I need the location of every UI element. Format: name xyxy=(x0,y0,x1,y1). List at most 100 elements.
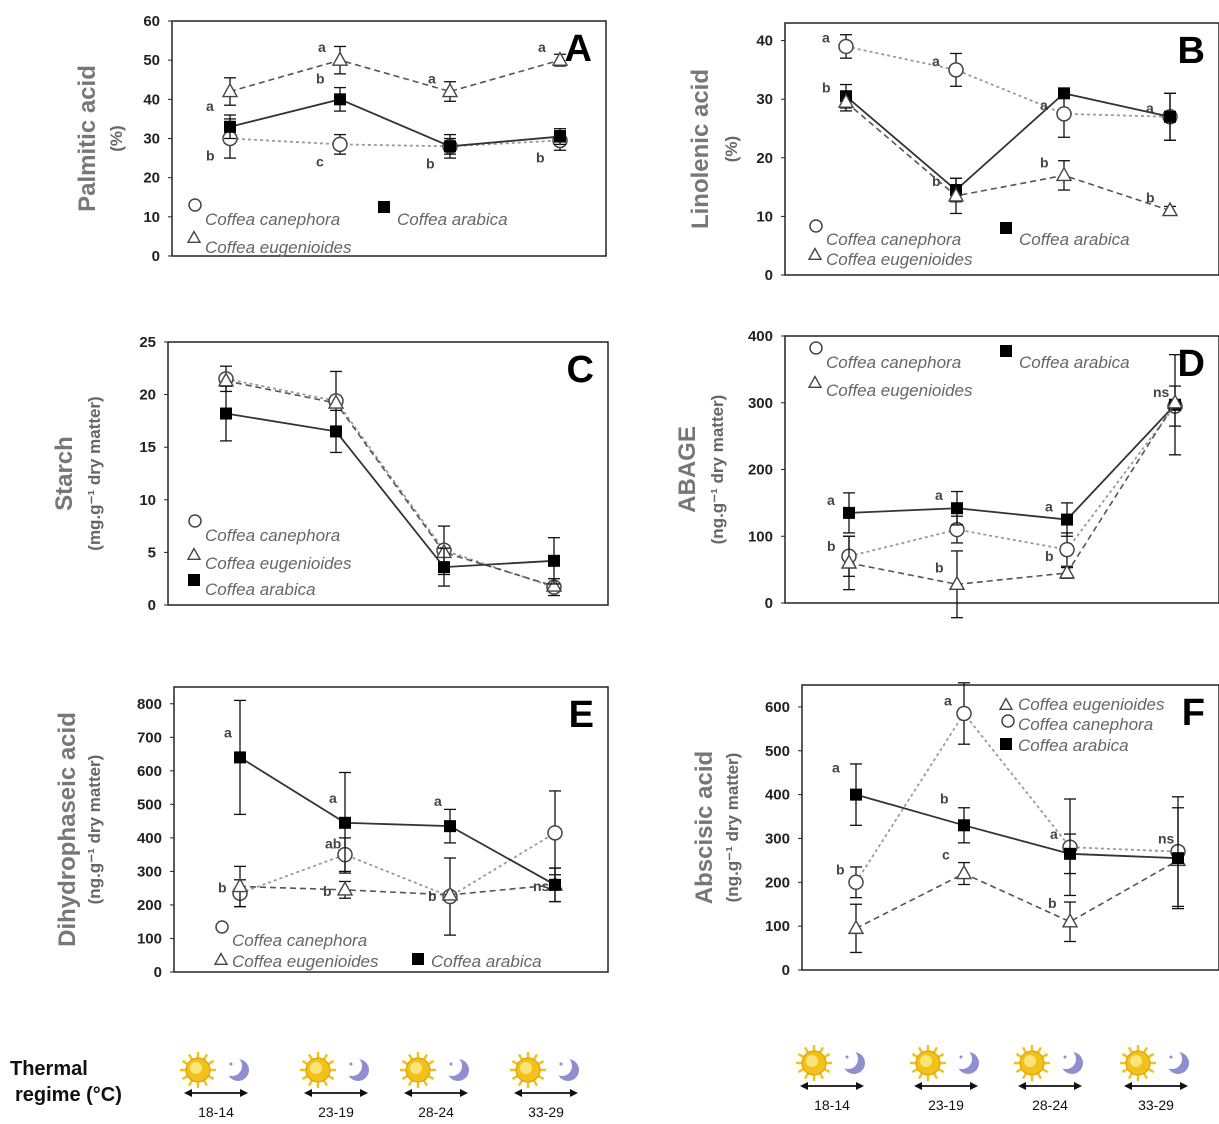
series-triangle: bb xyxy=(837,92,1179,217)
legend-item: Coffea arabica xyxy=(1000,736,1129,755)
legend-label: Coffea canephora xyxy=(826,353,961,372)
significance-letter: b xyxy=(316,70,325,86)
significance-letter: a xyxy=(932,53,940,69)
sun-icon xyxy=(400,1052,436,1088)
data-point xyxy=(1055,166,1073,182)
significance-letter: b xyxy=(1048,895,1057,911)
legend-marker xyxy=(807,375,823,389)
y-tick-label: 50 xyxy=(143,52,160,69)
legend-marker xyxy=(1001,714,1015,728)
panel-e: 0 100 200 300 400 500 600 700 800 Dihydrophaseic … xyxy=(54,686,609,981)
legend-marker xyxy=(809,219,823,233)
legend-item: Coffea eugenioides xyxy=(807,247,973,269)
y-axis-label: Dihydrophaseic acid xyxy=(54,712,81,947)
arrow-head-right xyxy=(1180,1082,1188,1090)
sun-ray xyxy=(1147,1067,1155,1074)
data-point xyxy=(327,394,345,409)
legend-label: Coffea canephora xyxy=(205,210,340,229)
y-tick-label: 20 xyxy=(139,387,156,404)
sun-ray xyxy=(422,1079,429,1087)
sun-ray xyxy=(937,1067,945,1074)
arrow-head-left xyxy=(304,1089,312,1097)
legend-item: Coffea canephora xyxy=(809,219,961,249)
data-point xyxy=(847,919,865,935)
y-axis-unit: (%) xyxy=(107,125,126,151)
y-tick-label: 600 xyxy=(765,699,790,716)
thermal-label-line2: regime (°C) xyxy=(15,1084,122,1106)
data-point xyxy=(444,140,456,153)
sun-ray xyxy=(917,1072,924,1080)
plot-frame xyxy=(784,22,1219,276)
regime-label: 33-29 xyxy=(528,1104,564,1120)
legend-item: Coffea canephora xyxy=(188,514,340,545)
significance-letter: b xyxy=(1045,548,1054,564)
legend-marker xyxy=(1000,738,1012,750)
sun-highlight xyxy=(806,1055,818,1067)
y-tick-label: 500 xyxy=(765,743,790,760)
legend-marker xyxy=(188,574,200,586)
data-point xyxy=(220,407,232,420)
regime-label: 28-24 xyxy=(418,1104,454,1120)
sun-ray xyxy=(187,1053,194,1061)
y-tick-label: 200 xyxy=(137,897,162,914)
sun-ray xyxy=(1015,1067,1023,1074)
arrow-head-right xyxy=(360,1089,368,1097)
plot-frame xyxy=(173,686,609,973)
series-square: ab xyxy=(206,70,566,159)
y-tick-label: 300 xyxy=(137,863,162,880)
arrow-head-right xyxy=(570,1089,578,1097)
data-point xyxy=(951,502,963,515)
significance-letter: a xyxy=(827,492,835,508)
series-triangle: a a a xyxy=(221,39,569,106)
legend-item: Coffea eugenioides xyxy=(807,375,973,400)
significance-letter: ab xyxy=(325,836,341,852)
moon-icon xyxy=(342,1056,369,1081)
sun-ray xyxy=(1041,1052,1049,1059)
sun-ray xyxy=(207,1074,215,1081)
sun-ray xyxy=(532,1053,539,1061)
legend-item: Coffea eugenioides xyxy=(186,547,352,573)
sun-ray xyxy=(823,1067,831,1074)
sun-icon xyxy=(796,1045,832,1081)
legend-label: Coffea canephora xyxy=(826,230,961,249)
significance-letter: a xyxy=(538,39,546,55)
series-triangle: b b b ns xyxy=(218,865,564,908)
sun-icon xyxy=(180,1052,216,1088)
legend-label: Coffea eugenioides xyxy=(1018,695,1165,714)
y-axis-unit: (mg.g⁻¹ dry matter) xyxy=(85,396,104,550)
sun-ray xyxy=(202,1079,209,1087)
double-arrow-icon xyxy=(1124,1082,1188,1090)
sun-ray xyxy=(797,1067,805,1074)
legend-item: Coffea arabica xyxy=(1000,345,1130,372)
sun-icon xyxy=(300,1052,336,1088)
moon-star xyxy=(559,1062,563,1066)
sun-ray xyxy=(1021,1072,1028,1080)
series-line xyxy=(848,402,1176,586)
moon-cutout xyxy=(838,1049,858,1069)
significance-letter: b xyxy=(935,559,944,575)
moon-cutout xyxy=(342,1056,362,1076)
significance-letter: b xyxy=(827,538,836,554)
data-point xyxy=(545,577,563,592)
arrow-head-left xyxy=(184,1089,192,1097)
moon-icon xyxy=(1056,1049,1083,1074)
regime-label: 33-29 xyxy=(1138,1097,1174,1113)
data-point xyxy=(948,575,966,591)
legend-marker xyxy=(807,247,823,261)
moon-icon xyxy=(838,1049,865,1074)
legend-label: Coffea eugenioides xyxy=(205,554,352,573)
moon-cutout xyxy=(222,1056,242,1076)
series-line xyxy=(229,137,561,148)
y-axis-unit: (ng.g⁻¹ dry matter) xyxy=(708,395,727,545)
arrow-head-right xyxy=(460,1089,468,1097)
sun-ray xyxy=(911,1067,919,1074)
sun-ray xyxy=(327,1074,335,1081)
panel-letter: F xyxy=(1182,692,1205,734)
legend-label: Coffea eugenioides xyxy=(826,250,973,269)
data-point xyxy=(224,120,236,133)
sun-highlight xyxy=(410,1062,422,1074)
legend-marker xyxy=(186,230,202,244)
